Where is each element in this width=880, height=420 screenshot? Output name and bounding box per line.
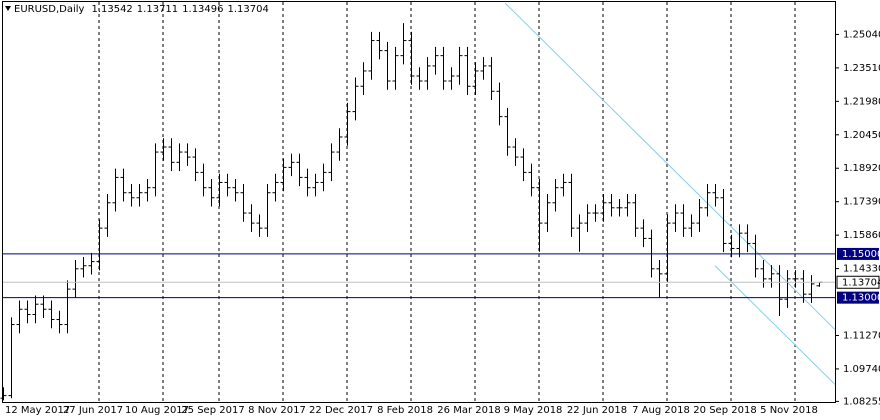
plot-layer [0, 2, 836, 402]
y-tick-label: 1.18920 [843, 163, 880, 174]
y-tick-label: 1.20450 [843, 130, 880, 141]
high-value: 1.13711 [137, 4, 178, 15]
x-tick-label: 22 Jun 2018 [567, 405, 627, 416]
x-tick-label: 20 Sep 2018 [693, 405, 756, 416]
x-tick-label: 7 Aug 2018 [632, 405, 690, 416]
close-value: 1.13704 [228, 4, 269, 15]
level-box [837, 247, 879, 260]
open-value: 1.13542 [91, 4, 132, 15]
y-tick-label: 1.23510 [843, 63, 880, 74]
y-tick-label: 1.21980 [843, 96, 880, 107]
x-tick-label: 27 Jun 2017 [63, 405, 123, 416]
level-label: 1.15000 [842, 249, 880, 260]
y-tick-label: 1.14330 [843, 264, 880, 275]
collapse-icon [5, 6, 11, 11]
x-tick-label: 8 Feb 2018 [377, 405, 433, 416]
y-tick-label: 1.25040 [843, 29, 880, 40]
y-tick-label: 1.11270 [843, 330, 880, 341]
x-tick-label: 9 May 2018 [504, 405, 563, 416]
x-tick-label: 8 Nov 2017 [248, 405, 306, 416]
x-tick-label: 12 May 2017 [5, 405, 70, 416]
y-tick-label: 1.08255 [843, 396, 880, 407]
trendline [714, 265, 836, 385]
current-price-box [836, 275, 880, 289]
x-tick-label: 26 Mar 2018 [437, 405, 500, 416]
x-tick-label: 22 Dec 2017 [309, 405, 373, 416]
symbol: EURUSD,Daily [14, 4, 85, 15]
y-tick-label: 1.17390 [843, 197, 880, 208]
y-tick-label: 1.15860 [843, 230, 880, 241]
y-tick-label: 1.09740 [843, 364, 880, 375]
x-tick-label: 25 Sep 2017 [181, 405, 244, 416]
current-price-label: 1.13704 [842, 277, 880, 288]
level-box [837, 291, 879, 304]
plot-area [2, 1, 836, 403]
header: EURUSD,Daily 1.13542 1.13711 1.13496 1.13704 [14, 4, 269, 15]
x-tick-label: 10 Aug 2017 [125, 405, 189, 416]
low-value: 1.13496 [182, 4, 223, 15]
level-label: 1.13000 [842, 293, 880, 304]
x-tick-label: 5 Nov 2018 [760, 405, 818, 416]
